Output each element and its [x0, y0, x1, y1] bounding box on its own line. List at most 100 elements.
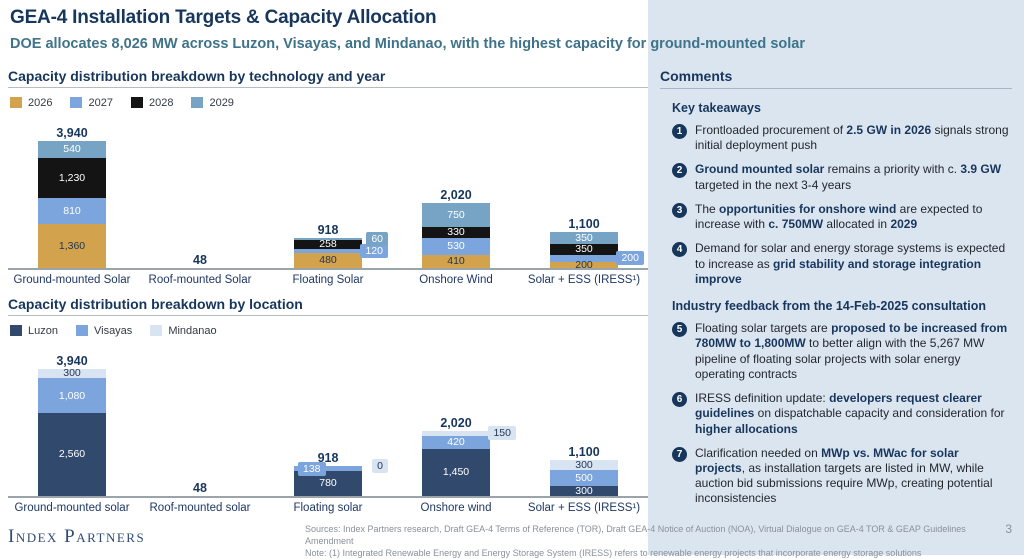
comment-item-5: 5 Floating solar targets are proposed to … — [672, 321, 1010, 382]
comments-section-heading: Key takeaways — [672, 101, 761, 115]
legend-label: Visayas — [93, 324, 133, 337]
legend-item-2029: 2029 — [191, 96, 234, 109]
legend-swatch — [191, 97, 204, 108]
note-line: Note: (1) Integrated Renewable Energy an… — [305, 548, 922, 559]
chart-plot-area: 3,940 300 1,080 2,560 48 918 780 138 0 2,020 420 1,… — [8, 340, 648, 498]
chart-technology-year: Capacity distribution breakdown by techn… — [8, 68, 648, 286]
bar-ground-mounted-solar: 3,940 300 1,080 2,560 — [8, 340, 136, 496]
legend-label: Luzon — [28, 324, 58, 337]
comment-text: Floating solar targets are proposed to b… — [695, 321, 1008, 381]
bar-segment-2028: 350 — [550, 244, 618, 255]
bar-stack: 420 1,450 150 — [422, 426, 516, 496]
legend-label: 2027 — [88, 96, 113, 109]
bar-segment-2026: 410 — [422, 254, 490, 268]
bar-roof-mounted-solar: 48 — [136, 112, 264, 268]
bar-segment-2026: 480 — [294, 252, 362, 268]
bar-segment-visayas: 500 — [550, 470, 618, 487]
bar-roof-mounted-solar: 48 — [136, 340, 264, 496]
bar-solar-ess-iress-: 1,100 350 350 200 200 — [520, 112, 648, 269]
comment-item-2: 2 Ground mounted solar remains a priority… — [672, 162, 1010, 192]
legend-label: 2029 — [209, 96, 234, 109]
category-label: Ground-mounted Solar — [13, 274, 131, 286]
legend-swatch — [10, 97, 22, 108]
comment-text: The opportunities for onshore wind are e… — [695, 201, 983, 232]
bar-segment-2028: 330 — [422, 227, 490, 238]
legend-label: 2026 — [28, 96, 53, 109]
comment-text: IRESS definition update: developers requ… — [695, 391, 1005, 436]
bar-segment-2027 — [294, 248, 362, 253]
comment-item-3: 3 The opportunities for onshore wind are … — [672, 202, 1010, 232]
legend-label: 2028 — [148, 96, 174, 109]
comment-item-6: 6 IRESS definition update: developers req… — [672, 391, 1010, 437]
chart-plot-area: 3,940 540 1,230 810 1,360 48 918 258 480 120 60 2,0… — [8, 112, 648, 270]
legend-swatch — [10, 325, 22, 336]
bar-segment-luzon: 2,560 — [38, 413, 106, 496]
bar-total-label: 1,100 — [568, 217, 600, 232]
bar-segment-callout-2029: 60 — [366, 232, 388, 247]
legend-label: Mindanao — [168, 324, 217, 337]
comment-item-1: 1 Frontloaded procurement of 2.5 GW in 20… — [672, 123, 1010, 153]
bar-segment-mindanao — [422, 430, 490, 436]
comments-panel-background — [648, 0, 1024, 555]
bar-total-label: 2,020 — [440, 415, 472, 430]
bar-total-label: 48 — [193, 253, 207, 267]
chart-location: Capacity distribution breakdown by locat… — [8, 296, 648, 514]
bar-segment-2027: 530 — [422, 237, 490, 255]
bar-segment-visayas — [294, 466, 362, 471]
bar-segment-luzon: 1,450 — [422, 449, 490, 496]
category-label: Solar + ESS (IRESS¹) — [527, 274, 641, 286]
comment-number-badge: 6 — [672, 392, 687, 408]
bar-segment-mindanao: 300 — [38, 368, 106, 379]
bar-total-label: 918 — [317, 223, 339, 238]
bar-stack: 750 330 530 410 — [422, 202, 490, 268]
comment-text: Demand for solar and energy storage syst… — [695, 241, 1006, 286]
category-label: Solar + ESS (IRESS¹) — [527, 502, 641, 514]
chart-title: Capacity distribution breakdown by techn… — [8, 68, 648, 88]
bar-onshore-wind: 2,020 420 1,450 150 — [392, 340, 520, 496]
comment-item-7: 7 Clarification needed on MWp vs. MWac fo… — [672, 446, 1010, 507]
bar-stack: 300 500 300 — [550, 460, 618, 496]
comment-number-badge: 7 — [672, 446, 687, 462]
page-number: 3 — [1005, 522, 1012, 536]
bar-segment-mindanao: 300 — [550, 460, 618, 471]
bar-total-label: 3,940 — [56, 353, 88, 368]
legend-swatch — [75, 325, 88, 336]
comment-number-badge: 5 — [672, 322, 687, 338]
comments-heading: Comments — [660, 68, 1012, 89]
comment-text: Ground mounted solar remains a priority … — [695, 162, 1002, 192]
bar-segment-2026: 200 — [550, 260, 618, 269]
bar-segment-2026: 1,360 — [38, 224, 106, 268]
bar-segment-callout-2027: 200 — [616, 251, 644, 266]
bar-total-label: 48 — [193, 481, 207, 495]
bar-floating-solar: 918 780 138 0 — [264, 340, 392, 496]
comment-text: Clarification needed on MWp vs. MWac for… — [695, 445, 993, 506]
footer-sources: Sources: Index Partners research, Draft … — [305, 523, 975, 559]
bar-segment-visayas: 1,080 — [38, 378, 106, 414]
category-label: Onshore Wind — [419, 274, 493, 286]
comment-number-badge: 2 — [672, 163, 687, 179]
bar-stack: 350 350 200 200 — [550, 232, 644, 269]
bar-segment-2027: 810 — [38, 197, 106, 225]
bar-segment-luzon: 300 — [550, 486, 618, 496]
category-label: Onshore wind — [420, 502, 492, 514]
legend-item-2026: 2026 — [10, 97, 52, 109]
category-label: Roof-mounted solar — [149, 502, 251, 514]
bar-stack: 300 1,080 2,560 — [38, 368, 106, 496]
bar-segment-callout-mindanao: 150 — [488, 426, 516, 441]
legend-swatch — [130, 97, 143, 108]
bar-segment-2029: 540 — [38, 140, 106, 159]
category-label: Floating Solar — [292, 274, 364, 286]
chart-category-axis: Ground-mounted solar Roof-mounted solar Fl… — [8, 502, 648, 514]
bar-onshore-wind: 2,020 750 330 530 410 — [392, 112, 520, 268]
legend-item-luzon: Luzon — [10, 325, 58, 337]
bar-segment-2029 — [294, 238, 362, 241]
comment-number-badge: 4 — [672, 242, 687, 258]
bar-ground-mounted-solar: 3,940 540 1,230 810 1,360 — [8, 112, 136, 268]
bar-stack: 540 1,230 810 1,360 — [38, 140, 106, 268]
comment-number-badge: 3 — [672, 202, 687, 218]
bar-stack: 780 138 0 — [294, 459, 388, 496]
bar-segment-callout-mindanao: 0 — [372, 459, 388, 474]
comments-body: Key takeaways 1 Frontloaded procurement of… — [660, 101, 1016, 507]
chart-title: Capacity distribution breakdown by locat… — [8, 296, 648, 316]
bar-total-label: 1,100 — [568, 445, 600, 460]
